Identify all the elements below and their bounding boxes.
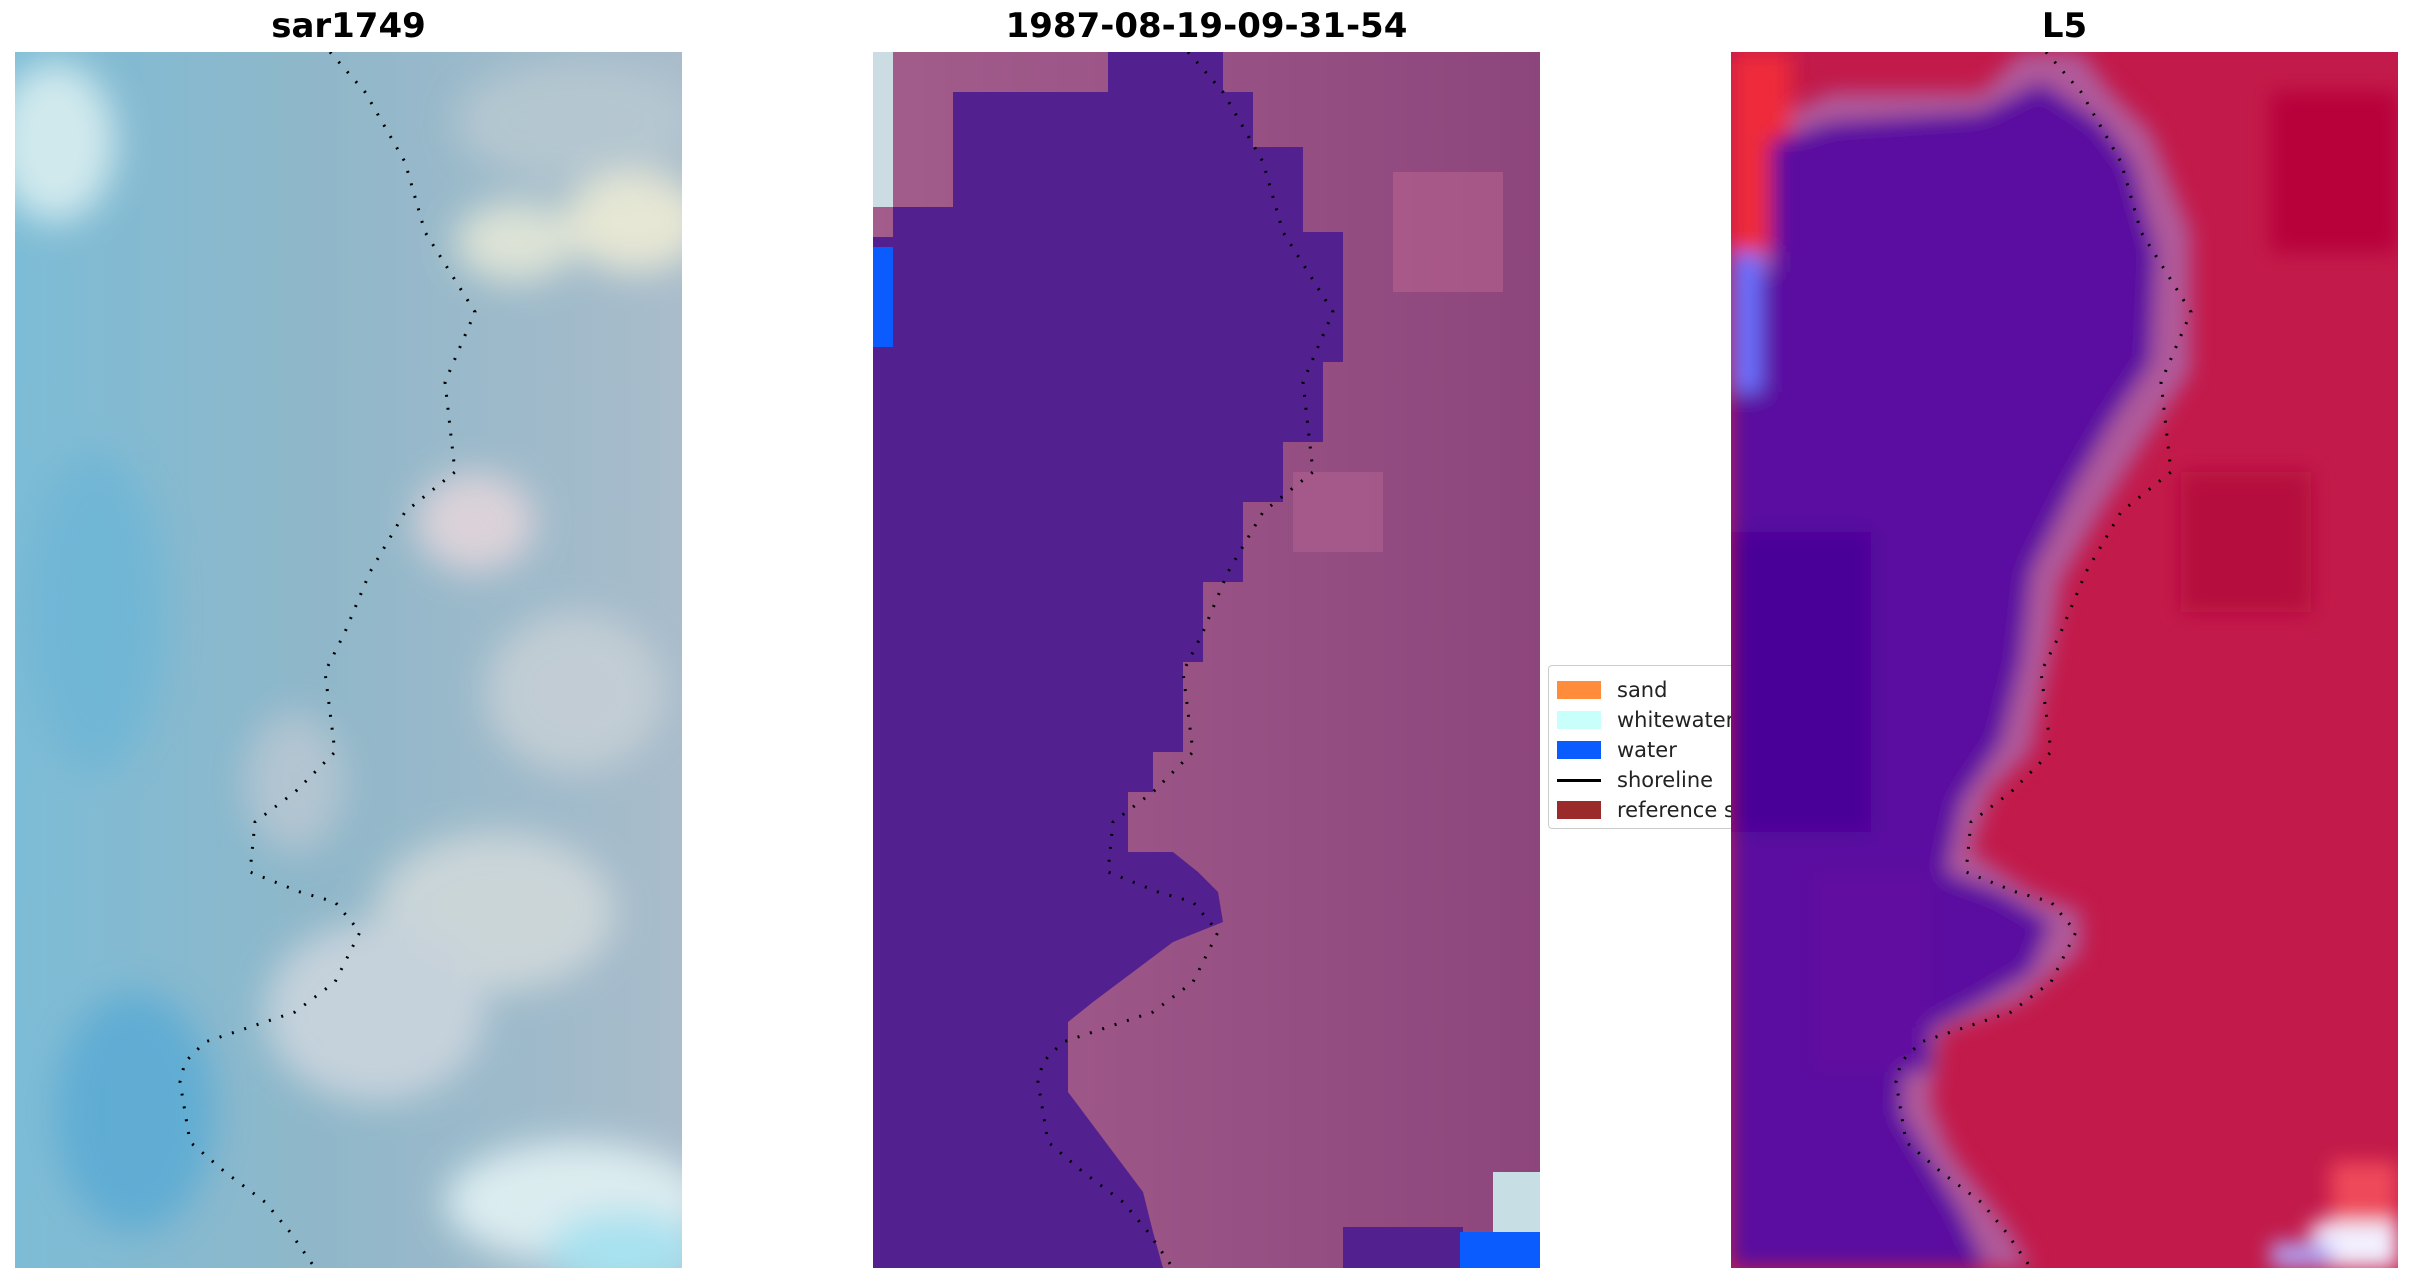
index-image-panel xyxy=(1731,52,2398,1268)
legend-swatch-sand xyxy=(1557,681,1601,699)
classified-water-region xyxy=(873,52,1343,1268)
legend-label-sand: sand xyxy=(1617,678,1668,702)
shoreline-rgb xyxy=(178,52,477,1268)
legend-label-shoreline: shoreline xyxy=(1617,768,1714,792)
panel-title-rgb: sar1749 xyxy=(271,6,426,46)
legend-label-whitewater: whitewater xyxy=(1617,708,1735,732)
rgb-image xyxy=(15,52,682,1268)
legend-item-whitewater: whitewater xyxy=(1557,706,1734,734)
legend-item-shoreline: shoreline xyxy=(1557,766,1713,794)
shoreline-index xyxy=(1894,52,2193,1268)
legend-line-shoreline xyxy=(1557,778,1601,782)
legend-swatch-water xyxy=(1557,741,1601,759)
legend-item-water: water xyxy=(1557,736,1677,764)
legend-label-reference: reference s xyxy=(1617,798,1735,822)
shoreline-classified xyxy=(1036,52,1335,1268)
legend-item-sand: sand xyxy=(1557,676,1667,704)
panel-title-classified: 1987-08-19-09-31-54 xyxy=(1005,6,1408,46)
panel-title-index: L5 xyxy=(2041,6,2088,46)
classified-image xyxy=(873,52,1540,1268)
index-image xyxy=(1731,52,2398,1268)
legend-item-reference: reference s xyxy=(1557,796,1735,824)
legend-label-water: water xyxy=(1617,738,1677,762)
legend-swatch-whitewater xyxy=(1557,711,1601,729)
rgb-image-panel xyxy=(15,52,682,1268)
classified-image-panel xyxy=(873,52,1540,1268)
legend-swatch-reference xyxy=(1557,801,1601,819)
